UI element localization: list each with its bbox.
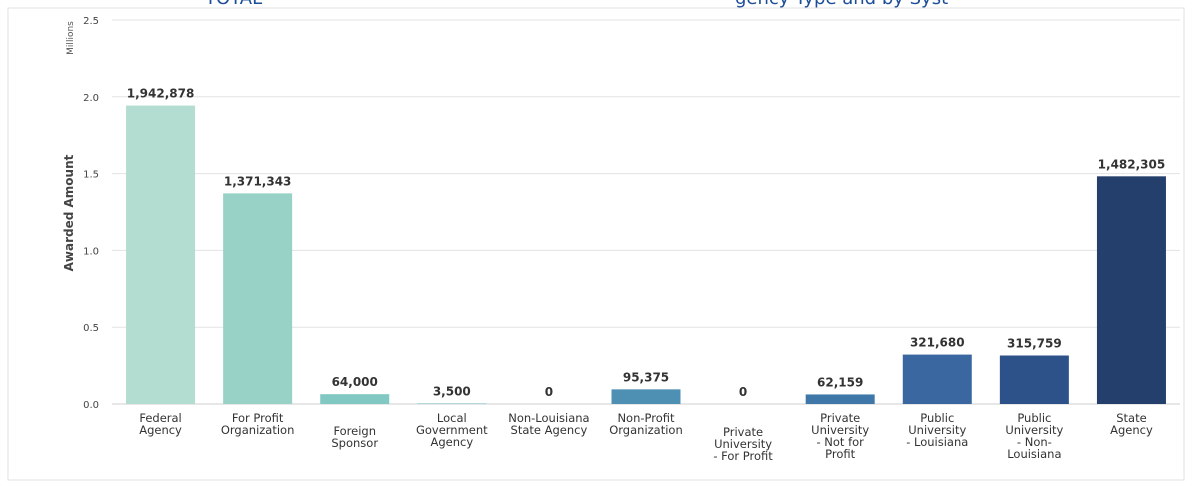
data-label: 1,371,343 <box>224 174 292 188</box>
bar <box>1096 176 1166 404</box>
bar <box>417 403 487 404</box>
data-label: 321,680 <box>910 336 965 350</box>
data-label: 1,942,878 <box>127 87 195 101</box>
x-tick-label: For Profit Organization <box>221 411 295 437</box>
header-fragment-right: gency Type and by Syst <box>735 0 948 9</box>
bar <box>611 389 681 404</box>
bar <box>902 354 972 404</box>
bar <box>223 193 293 404</box>
data-label: 3,500 <box>433 384 471 398</box>
x-tick-label: Private University - For Profit <box>713 425 773 463</box>
data-label: 0 <box>545 385 553 399</box>
x-tick-label: Foreign Sponsor <box>331 424 378 450</box>
bar <box>805 394 875 404</box>
y-axis: 0.0 0.5 1.0 1.5 2.0 2.5 <box>83 16 99 411</box>
data-label: 62,159 <box>817 375 863 389</box>
units-label: Millions <box>66 21 76 55</box>
y-tick-label: 1.5 <box>83 170 99 181</box>
y-tick-label: 0.0 <box>83 400 99 411</box>
y-tick-label: 2.5 <box>83 16 99 27</box>
y-tick-label: 0.5 <box>83 323 99 334</box>
x-tick-label: Local Government Agency <box>416 411 488 449</box>
data-label: 95,375 <box>623 370 669 384</box>
x-tick-label: Public University - Non-Louisiana <box>1005 411 1063 461</box>
x-tick-label: Non-Profit Organization <box>609 411 683 437</box>
x-tick-label: Private University - Not for Profit <box>811 411 869 461</box>
x-tick-label: Non-Louisiana State Agency <box>508 411 589 437</box>
y-axis-label: Awarded Amount <box>62 154 76 271</box>
bar <box>320 394 390 404</box>
bar <box>126 105 196 404</box>
y-tick-label: 1.0 <box>83 246 99 257</box>
chart-border <box>7 7 1185 481</box>
data-labels: 1,942,878 1,371,343 64,000 3,500 0 95,375 0 62,… <box>127 87 1165 399</box>
header-fragment-left: TOTAL <box>205 0 262 9</box>
bars <box>126 105 1166 404</box>
bar <box>999 355 1069 404</box>
y-tick-label: 2.0 <box>83 93 99 104</box>
x-tick-label: State Agency <box>1110 411 1153 437</box>
data-label: 1,482,305 <box>1098 157 1166 171</box>
data-label: 0 <box>739 385 747 399</box>
x-axis: Federal Agency For Profit Organization Forei… <box>139 411 1153 463</box>
x-tick-label: Federal Agency <box>139 411 182 437</box>
x-tick-label: Public University - Louisiana <box>906 411 968 449</box>
data-label: 64,000 <box>332 375 378 389</box>
data-label: 315,759 <box>1007 336 1062 350</box>
